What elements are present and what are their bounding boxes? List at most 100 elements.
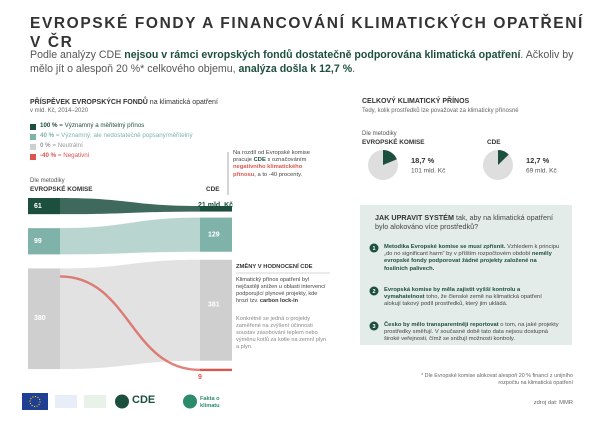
changes-detail: Konkrétně se jedná o projekty zaměřené n… bbox=[236, 316, 328, 351]
ek-value-label: 380 bbox=[34, 315, 46, 322]
annotation-part: , a to -40 procenty. bbox=[254, 171, 303, 178]
ek-label-part: EVROPSKÉ KOMISE bbox=[362, 139, 425, 146]
system-title-part: tak, aby na klimatická opatření bylo alo… bbox=[375, 213, 554, 231]
step-text-part: Vzhledem k principu „do no significant h… bbox=[384, 244, 560, 258]
legend-entry: -40 % = Negativní bbox=[40, 152, 89, 160]
ek-bar bbox=[28, 198, 60, 215]
eu-flag bbox=[22, 393, 48, 410]
ek-label: Dle metodiky bbox=[30, 178, 65, 186]
footnote-part: * Dle Evropské komise alokovat alespoň 2… bbox=[421, 373, 573, 386]
step-text-part: o tom, na jaké projekty prostředky směřu… bbox=[384, 322, 559, 343]
changes-title: ZMĚNY V HODNOCENÍ CDE bbox=[236, 264, 313, 271]
legend-swatch bbox=[30, 154, 36, 160]
logo-text-part: Fakta o klimatu bbox=[200, 396, 220, 409]
legend-entry: 0 % = Neutrální bbox=[40, 142, 83, 150]
system-box bbox=[360, 205, 572, 345]
logo-text: Fakta o klimatu bbox=[200, 396, 234, 410]
totals-title: CELKOVÝ KLIMATICKÝ PŘÍNOS bbox=[362, 98, 469, 107]
legend-swatch bbox=[30, 124, 36, 130]
pie-value-label: 18,7 % bbox=[411, 156, 435, 165]
intro-part: nejsou v rámci evropských fondů dostateč… bbox=[124, 49, 521, 61]
cde-label-part: CDE bbox=[487, 139, 501, 146]
changes-title-part: ZMĚNY V HODNOCENÍ CDE bbox=[236, 264, 313, 270]
pie-slice bbox=[498, 150, 509, 165]
logo-text: CDE bbox=[132, 394, 155, 408]
ek-label: Dle metodiky bbox=[362, 131, 397, 139]
intro: Podle analýzy CDE nejsou v rámci evropsk… bbox=[30, 49, 575, 77]
changes-detail-part: Konkrétně se jedná o projekty zaměřené n… bbox=[236, 316, 327, 350]
logo-placeholder bbox=[84, 395, 106, 408]
annotation-part: s označováním bbox=[265, 157, 307, 164]
legend-entry-part: = Neutrální bbox=[50, 142, 83, 149]
system-title: JAK UPRAVIT SYSTÉM tak, aby na klimatick… bbox=[375, 213, 555, 231]
legend-entry-part: -40 % bbox=[40, 152, 57, 159]
cde-bar bbox=[200, 217, 232, 252]
legend-entry: 40 % = Významný, ale nedostatečně popsan… bbox=[40, 132, 193, 140]
ek-label-part: Dle metodiky bbox=[362, 131, 397, 137]
flow bbox=[60, 198, 200, 215]
ek-value-label: 61 bbox=[34, 203, 42, 210]
title: EVROPSKÉ FONDY A FINANCOVÁNÍ KLIMATICKÝC… bbox=[30, 14, 600, 53]
pie-amount: 69 mld. Kč bbox=[526, 168, 557, 175]
step-badge bbox=[369, 286, 379, 296]
step-text-part: toho, že členské země na klimatická opat… bbox=[384, 294, 542, 308]
cde-value-label: 381 bbox=[208, 302, 220, 309]
logo-text-part: CDE bbox=[132, 394, 156, 406]
changes-text-part: Klimatický přínos opatření byl nejčastěj… bbox=[236, 277, 326, 304]
cde-value-label: 9 bbox=[198, 374, 202, 381]
fok-logo-mark bbox=[183, 394, 197, 409]
step-number: 2 bbox=[372, 289, 375, 295]
step-badge bbox=[369, 321, 379, 331]
section-title-part: na klimatická opatření bbox=[147, 99, 218, 106]
cde-bar bbox=[200, 368, 232, 372]
legend-swatch bbox=[30, 144, 36, 150]
annotation: Na rozdíl od Evropské komise pracuje CDE… bbox=[233, 150, 323, 179]
changes-text-part: carbon lock-in bbox=[259, 297, 299, 304]
flow bbox=[59, 275, 201, 372]
section-title-part: PŘÍSPĚVEK EVROPSKÝCH FONDŮ bbox=[30, 99, 148, 106]
section-subtitle: v mld. Kč, 2014–2020 bbox=[30, 108, 88, 116]
annotation-part: negativního klimatického přínosu bbox=[233, 164, 303, 178]
legend-entry-part: 100 % bbox=[40, 122, 58, 129]
totals-subtitle-part: Tedy, kolik prostředků lze považovat za … bbox=[362, 108, 519, 114]
intro-part: . bbox=[352, 62, 356, 75]
intro-part: . Ačkoliv by mělo jít o alespoň 20 %* ce… bbox=[30, 49, 574, 75]
footnote: * Dle Evropské komise alokovat alespoň 2… bbox=[418, 373, 573, 387]
cde-logo-mark bbox=[115, 394, 129, 409]
pie-value-label: 12,7 % bbox=[526, 156, 550, 165]
section-title: PŘÍSPĚVEK EVROPSKÝCH FONDŮ na klimatická… bbox=[30, 99, 218, 108]
legend-entry-part: = Významný, ale nedostatečně popsaný/měř… bbox=[54, 132, 193, 139]
source: zdroj dat: MMR bbox=[480, 400, 573, 407]
ek-label-part: Dle metodiky bbox=[30, 178, 65, 184]
section-subtitle-part: v mld. Kč, 2014–2020 bbox=[30, 108, 89, 114]
legend-entry-part: 40 % bbox=[40, 132, 55, 139]
step-text: Metodika Evropské komise se musí zpřísni… bbox=[384, 244, 560, 273]
ek-label-part: EVROPSKÉ KOMISE bbox=[30, 186, 93, 193]
eu-stars bbox=[29, 395, 41, 408]
cde-label: CDE bbox=[487, 139, 501, 147]
step-text-part: neměly evropské fondy podporovat žádné p… bbox=[384, 251, 552, 272]
step-number: 3 bbox=[372, 324, 375, 330]
legend-entry-part: = Negativní bbox=[56, 152, 90, 159]
cde-value-label: 129 bbox=[208, 232, 220, 239]
totals-title-part: CELKOVÝ KLIMATICKÝ PŘÍNOS bbox=[362, 98, 470, 105]
logo-placeholder bbox=[55, 395, 77, 408]
system-title-part: JAK UPRAVIT SYSTÉM bbox=[375, 213, 454, 222]
step-text-part: Metodika Evropské komise se musí zpřísni… bbox=[384, 244, 506, 250]
legend-entry-part: 0 % bbox=[40, 142, 51, 149]
annotation-part: Na rozdíl od Evropské komise pracuje bbox=[233, 150, 311, 164]
source-part: zdroj dat: MMR bbox=[533, 400, 573, 406]
flow bbox=[60, 217, 200, 255]
cde-label-part: CDE bbox=[206, 186, 220, 193]
pie-slice bbox=[383, 150, 397, 165]
title-part: EVROPSKÉ FONDY A FINANCOVÁNÍ KLIMATICKÝC… bbox=[30, 15, 584, 52]
changes-text: Klimatický přínos opatření byl nejčastěj… bbox=[236, 277, 328, 305]
step-text-part: Evropská komise by měla zajistit vyšší k… bbox=[384, 287, 521, 301]
cde-value-label: 21 mld. Kč bbox=[198, 202, 233, 209]
legend-entry-part: = Významný a měřitelný přínos bbox=[57, 122, 145, 129]
legend-swatch bbox=[30, 134, 36, 140]
ek-value-label: 99 bbox=[34, 238, 42, 245]
intro-part: Podle analýzy CDE bbox=[30, 49, 125, 61]
